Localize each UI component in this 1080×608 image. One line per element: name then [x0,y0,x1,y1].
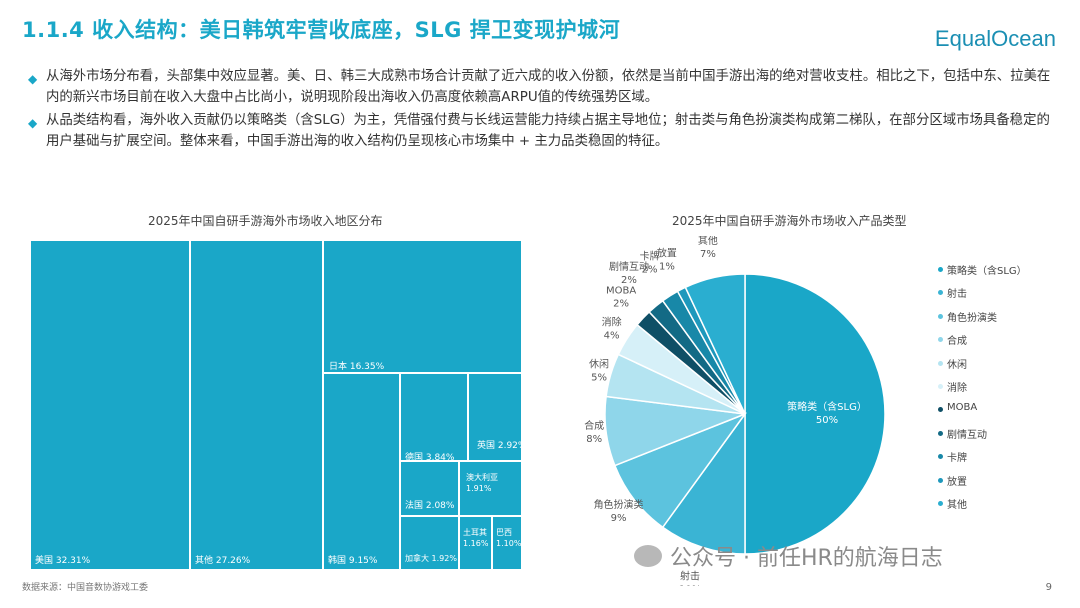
bullet-text: 从品类结构看，海外收入贡献仍以策略类（含SLG）为主，凭借强付费与长线运营能力持… [46,113,1050,149]
wechat-icon [634,545,662,567]
legend-item: 角色扮演类 [938,309,1027,332]
bullet-text: 从海外市场分布看，头部集中效应显著。美、日、韩三大成熟市场合计贡献了近六成的收入… [46,69,1051,105]
treemap-cell: 加拿大 1.92% [400,516,459,570]
treemap-cell-label: 其他 27.26% [195,556,251,566]
pie-slice [661,411,746,555]
page-number: 9 [1045,582,1052,593]
pie-slice-label: 角色扮演类 9% [594,498,644,524]
pie-slice [613,412,748,529]
treemap-chart: 美国 32.31% 其他 27.26% 日本 16.35% 韩国 9.15% 德国 3.… [30,240,526,570]
treemap-cell: 英国 2.92% [468,373,526,461]
pie-slice-label: 其他 7% [698,236,718,260]
bullet-item: ◆ 从品类结构看，海外收入贡献仍以策略类（含SLG）为主，凭借强付费与长线运营能… [26,110,1056,152]
bullet-item: ◆ 从海外市场分布看，头部集中效应显著。美、日、韩三大成熟市场合计贡献了近六成的… [26,66,1056,108]
treemap-cell-label: 韩国 9.15% [328,556,378,566]
legend-label: 合成 [947,336,967,348]
legend-label: 角色扮演类 [947,312,997,324]
treemap-cell: 法国 2.08% [400,461,459,516]
pie-slice-label: 卡牌 2% [640,250,660,276]
legend-label: 消除 [947,382,967,394]
treemap-cell-label: 日本 16.35% [329,362,385,372]
legend-swatch [938,337,943,343]
legend-item: 消除 [938,379,1027,402]
legend-label: 其他 [947,499,967,511]
legend-label: 剧情互动 [947,429,987,441]
legend-item: 放置 [938,473,1027,496]
legend-swatch [938,313,943,319]
legend-item: 其他 [938,496,1027,519]
legend-swatch [938,290,943,296]
treemap-cell: 巴西 1.10% [492,516,522,570]
pie-slice-label: 合成 8% [584,419,604,445]
pie-slice-label: 射击10% [679,570,701,586]
treemap-cell: 其他 27.26% [190,240,323,570]
pie-title: 2025年中国自研手游海外市场收入产品类型 [672,214,907,228]
legend-item: MOBA [938,402,1027,425]
page-title: 1.1.4 收入结构：美日韩筑牢营收底座，SLG 捍卫变现护城河 [22,18,621,42]
legend-item: 休闲 [938,356,1027,379]
diamond-bullet-icon: ◆ [28,72,38,86]
legend-label: 策略类（含SLG） [947,266,1027,277]
pie-slice-label: 休闲 5% [589,358,609,384]
treemap-cell: 澳大利亚 1.91% [459,461,522,516]
treemap-cell: 美国 32.31% [30,240,190,570]
legend-swatch [938,267,943,272]
treemap-cell: 韩国 9.15% [323,373,400,570]
treemap-cell-label: 澳大利亚 1.91% [466,473,498,493]
treemap-cell-label: 德国 3.84% [405,453,455,463]
treemap-cell: 土耳其 1.16% [459,516,492,570]
treemap-cell-label: 英国 2.92% [477,441,527,451]
legend-label: 卡牌 [947,453,967,465]
legend-label: 射击 [947,289,967,301]
watermark-text: 公众号 · 前任HR的航海日志 [670,546,943,571]
legend-swatch [938,383,943,389]
legend-label: 休闲 [947,359,967,371]
treemap-cell-label: 法国 2.08% [405,501,455,511]
treemap-cell: 德国 3.84% [400,373,468,463]
legend-item: 合成 [938,332,1027,355]
pie-slice [684,273,746,415]
treemap-title: 2025年中国自研手游海外市场收入地区分布 [148,214,383,228]
legend-label: 放置 [947,476,967,488]
pie-slice-label: MOBA 2% [606,286,636,310]
legend-swatch [938,500,943,506]
pie-slice-label: 消除 4% [602,315,622,341]
legend-label: MOBA [947,402,978,414]
legend-item: 策略类（含SLG） [938,262,1027,285]
legend-swatch [938,477,943,483]
treemap-cell-label: 巴西 1.10% [496,528,522,548]
legend-item: 剧情互动 [938,426,1027,449]
legend-swatch [938,360,943,366]
legend-swatch [938,454,943,460]
watermark: 公众号 · 前任HR的航海日志 [634,540,943,572]
legend-item: 卡牌 [938,449,1027,472]
treemap-cell: 日本 16.35% [323,240,522,373]
data-source: 数据来源：中国音数协游戏工委 [22,583,149,593]
bullet-list: ◆ 从海外市场分布看，头部集中效应显著。美、日、韩三大成熟市场合计贡献了近六成的… [26,66,1056,154]
treemap-cell-label: 美国 32.31% [35,556,91,566]
legend-swatch [938,407,943,413]
equalocean-logo: EqualOcean [934,26,1056,51]
pie-slice-label: 剧情互动 2% [609,260,649,286]
legend-swatch [938,430,943,436]
pie-slice-label: 策略类（含SLG） 50% [787,400,867,426]
treemap-cell-label: 加拿大 1.92% [405,554,457,563]
diamond-bullet-icon: ◆ [28,116,38,130]
legend-item: 射击 [938,285,1027,308]
treemap-cell-label: 土耳其 1.16% [463,528,489,548]
pie-legend: 策略类（含SLG） 射击角色扮演类合成休闲消除 MOBA 剧情互动卡牌放置其他 [938,262,1027,519]
pie-slice-label: 放置 1% [657,247,677,273]
pie-slice [744,273,886,555]
